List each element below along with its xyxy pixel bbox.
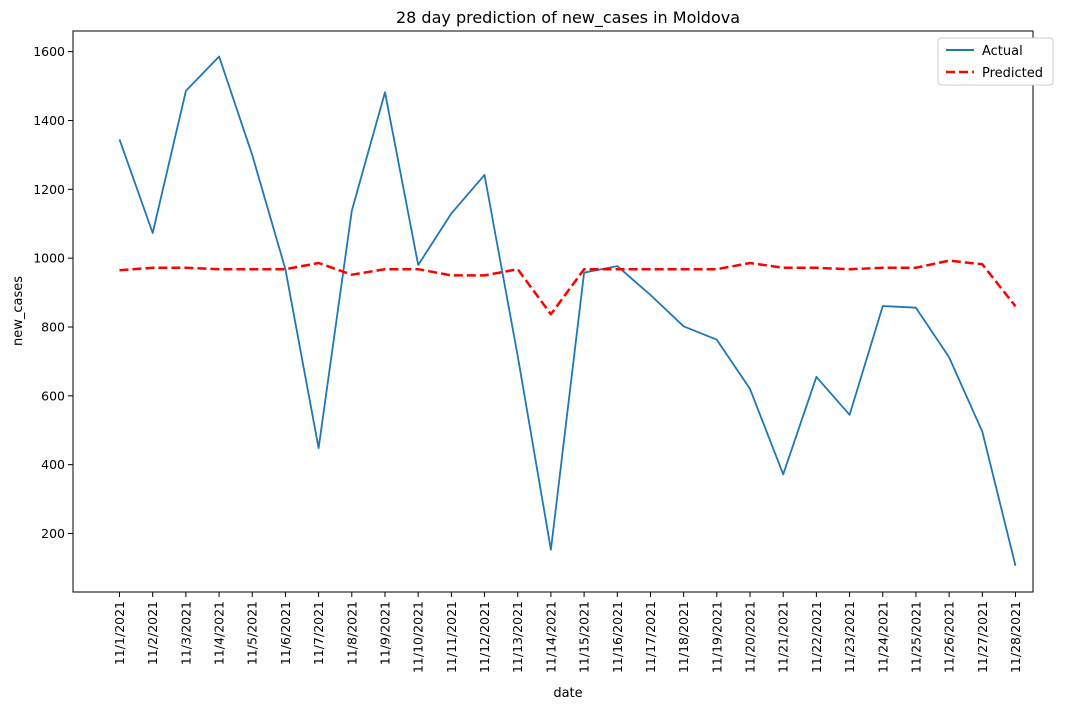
y-tick-label: 1200	[33, 182, 65, 197]
legend: Actual Predicted	[937, 37, 1054, 86]
x-tick-label: 11/4/2021	[212, 601, 227, 665]
x-tick-label: 11/19/2021	[709, 601, 724, 673]
chart-title: 28 day prediction of new_cases in Moldov…	[396, 8, 740, 28]
series-line-predicted	[119, 259, 1017, 316]
x-tick-label: 11/14/2021	[543, 601, 558, 673]
series-layer	[118, 55, 1017, 567]
x-tick-label: 11/9/2021	[377, 601, 392, 665]
x-tick-label: 11/17/2021	[643, 601, 658, 673]
x-tick-label: 11/27/2021	[975, 601, 990, 673]
y-axis-label: new_cases	[11, 276, 26, 346]
y-tick-label: 600	[41, 388, 65, 403]
y-axis: 200 400 600 800 1000 1200 1400 1600	[33, 44, 73, 541]
x-axis: 11/1/2021 11/2/2021 11/3/2021 11/4/2021 11/5…	[112, 592, 1023, 673]
x-tick-label: 11/3/2021	[178, 601, 193, 665]
y-tick-label: 200	[41, 526, 65, 541]
series-line-actual	[118, 55, 1017, 567]
x-tick-label: 11/7/2021	[311, 601, 326, 665]
x-tick-label: 11/1/2021	[112, 601, 127, 665]
x-tick-label: 11/10/2021	[411, 601, 426, 673]
y-tick-label: 800	[41, 319, 65, 334]
x-tick-label: 11/26/2021	[942, 601, 957, 673]
x-tick-label: 11/2/2021	[145, 601, 160, 665]
y-tick-label: 1400	[33, 113, 65, 128]
y-tick-label: 1600	[33, 44, 65, 59]
x-tick-label: 11/16/2021	[610, 601, 625, 673]
x-tick-label: 11/20/2021	[743, 601, 758, 673]
y-tick-label: 1000	[33, 251, 65, 266]
x-tick-label: 11/23/2021	[842, 601, 857, 673]
y-tick-label: 400	[41, 457, 65, 472]
x-tick-label: 11/25/2021	[908, 601, 923, 673]
plot-area	[72, 30, 1034, 593]
legend-label-actual: Actual	[982, 44, 1023, 59]
x-tick-label: 11/12/2021	[477, 601, 492, 673]
x-tick-label: 11/28/2021	[1008, 601, 1023, 673]
x-tick-label: 11/21/2021	[776, 601, 791, 673]
x-tick-label: 11/5/2021	[245, 601, 260, 665]
x-tick-label: 11/22/2021	[809, 601, 824, 673]
x-tick-label: 11/13/2021	[510, 601, 525, 673]
x-tick-label: 11/18/2021	[676, 601, 691, 673]
x-tick-label: 11/11/2021	[444, 601, 459, 673]
legend-label-predicted: Predicted	[982, 66, 1043, 81]
x-tick-label: 11/15/2021	[577, 601, 592, 673]
x-tick-label: 11/24/2021	[875, 601, 890, 673]
x-tick-label: 11/6/2021	[278, 601, 293, 665]
x-axis-label: date	[553, 686, 582, 701]
x-tick-label: 11/8/2021	[344, 601, 359, 665]
